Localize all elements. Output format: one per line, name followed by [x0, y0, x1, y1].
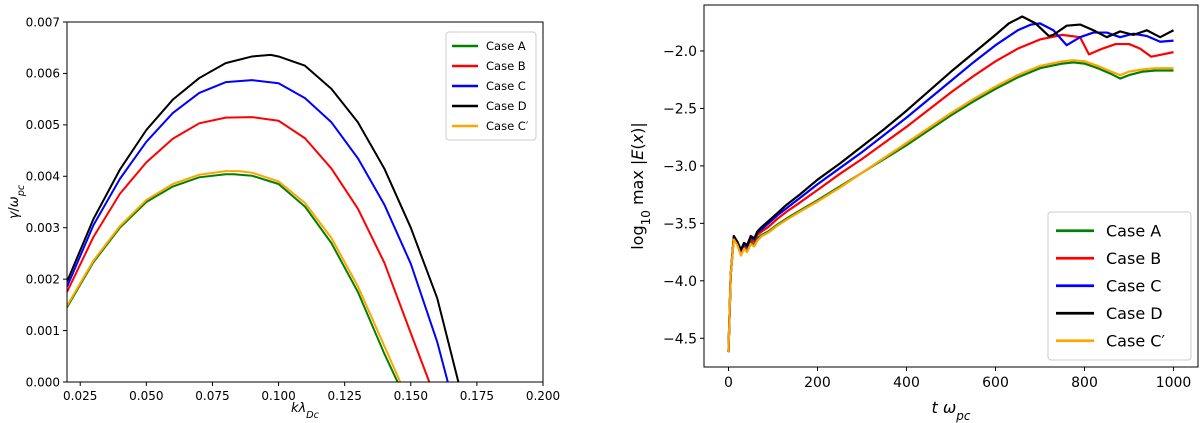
y-axis-label: log10 max |E(x)|	[628, 122, 653, 250]
y-tick-label: −3.5	[663, 216, 697, 232]
legend-box	[1047, 211, 1192, 361]
series-line-5	[67, 170, 402, 382]
y-tick-label: 0.007	[26, 15, 60, 29]
series-line-3	[67, 79, 449, 382]
x-tick-label: 0.025	[63, 389, 97, 403]
x-tick-label: 0.175	[460, 389, 494, 403]
y-tick-label: 0.005	[26, 118, 60, 132]
x-tick-label: 0.125	[327, 389, 361, 403]
legend-label: Case C′	[486, 119, 529, 133]
legend-label: Case C	[1106, 277, 1161, 296]
legend-label: Case D	[1106, 304, 1163, 323]
series-line-1	[67, 173, 399, 382]
y-tick-label: −3.0	[663, 159, 697, 175]
legend-label: Case B	[1106, 249, 1161, 268]
series-line-4	[67, 53, 460, 382]
y-tick-label: 0.001	[26, 324, 60, 338]
y-tick-label: 0.000	[26, 375, 60, 389]
x-tick-label: 0	[724, 375, 733, 391]
series-lines	[67, 53, 460, 382]
x-axis-label: kλDc	[291, 401, 320, 421]
legend-label: Case D	[486, 99, 527, 113]
y-tick-label: 0.002	[26, 272, 60, 286]
x-tick-label: 600	[982, 375, 1009, 391]
x-tick-label: 400	[893, 375, 920, 391]
x-tick-label: 0.075	[195, 389, 229, 403]
series-line-3	[727, 22, 1174, 353]
legend-box	[445, 31, 537, 141]
y-tick-label: 0.003	[26, 221, 60, 235]
x-tick-label: 1000	[1156, 375, 1192, 391]
y-tick-label: −4.0	[663, 274, 697, 290]
legend-label: Case A	[1106, 222, 1161, 241]
x-tick-label: 200	[804, 375, 831, 391]
chart-growth-rate: 0.025 0.050 0.075 0.100 0.125 0.150 0.175 0.200…	[7, 15, 560, 420]
x-axis-label: t ωpc	[932, 398, 971, 423]
legend-label: Case C	[486, 79, 526, 93]
chart-electric-field: 0 200 400 600 800 1000 −4.5 −4.0 −3.5 −3.0 −2.5 −2.…	[628, 4, 1199, 423]
x-tick-label: 0.150	[394, 389, 428, 403]
x-tick-label: 0.200	[526, 389, 560, 403]
y-tick-label: −2.5	[663, 101, 697, 117]
y-tick-label: −2.0	[663, 44, 697, 60]
legend-label: Case B	[486, 59, 526, 73]
series-line-2	[67, 116, 431, 382]
y-axis-label: γ/ωpc	[7, 184, 27, 219]
x-tick-label: 0.050	[129, 389, 163, 403]
legend-label: Case C′	[1106, 332, 1165, 351]
series-lines	[727, 15, 1175, 353]
legend-label: Case A	[486, 39, 526, 53]
x-tick-label: 800	[1071, 375, 1098, 391]
x-tick-label: 0.100	[261, 389, 295, 403]
y-tick-label: 0.004	[26, 170, 60, 184]
series-line-5	[727, 59, 1174, 353]
y-tick-label: −4.5	[663, 331, 697, 347]
plot-frame	[66, 21, 544, 383]
plot-frame	[703, 4, 1199, 368]
series-line-4	[727, 15, 1175, 353]
y-tick-label: 0.006	[26, 67, 60, 81]
